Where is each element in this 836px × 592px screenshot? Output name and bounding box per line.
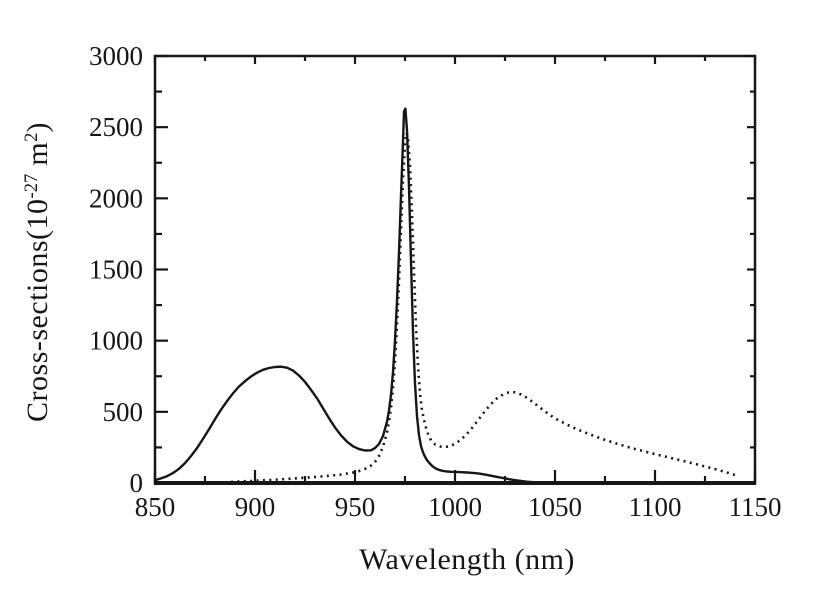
x-tick-label: 1000 bbox=[428, 492, 482, 522]
y-axis-title-exponent: -27 bbox=[20, 173, 42, 199]
y-axis-title-unit-exponent: 2 bbox=[20, 132, 42, 142]
y-axis-title: Cross-sections(10-27 m2) bbox=[21, 122, 55, 422]
axis-ticks-group bbox=[153, 54, 757, 485]
y-axis-title-text: Cross-sections(10 bbox=[21, 198, 55, 422]
y-tick-label: 500 bbox=[103, 397, 144, 427]
x-tick-label: 1100 bbox=[629, 492, 682, 522]
y-tick-label: 0 bbox=[130, 468, 144, 498]
y-tick-label: 1500 bbox=[89, 255, 143, 285]
solid-curve bbox=[153, 107, 561, 485]
x-tick-label: 1050 bbox=[528, 492, 582, 522]
y-tick-label: 2000 bbox=[89, 183, 143, 213]
x-tick-label: 850 bbox=[135, 492, 176, 522]
y-axis-title-close: ) bbox=[21, 122, 55, 133]
x-tick-label: 950 bbox=[335, 492, 376, 522]
y-tick-label: 3000 bbox=[89, 41, 143, 71]
dotted-curve bbox=[230, 131, 738, 484]
x-tick-label: 900 bbox=[235, 492, 276, 522]
y-axis-title-unit: m bbox=[21, 141, 55, 174]
plot-frame bbox=[153, 54, 757, 485]
x-axis-title: Wavelength (nm) bbox=[359, 543, 575, 576]
x-tick-label: 1150 bbox=[729, 492, 782, 522]
curves-group bbox=[153, 107, 738, 485]
y-tick-label: 2500 bbox=[89, 112, 143, 142]
plot-frame-group bbox=[153, 54, 757, 485]
tick-labels-group: 850 900 950 1000 1050 1100 1150 0 500 1000 1500 200… bbox=[89, 41, 782, 522]
y-tick-label: 1000 bbox=[89, 326, 143, 356]
